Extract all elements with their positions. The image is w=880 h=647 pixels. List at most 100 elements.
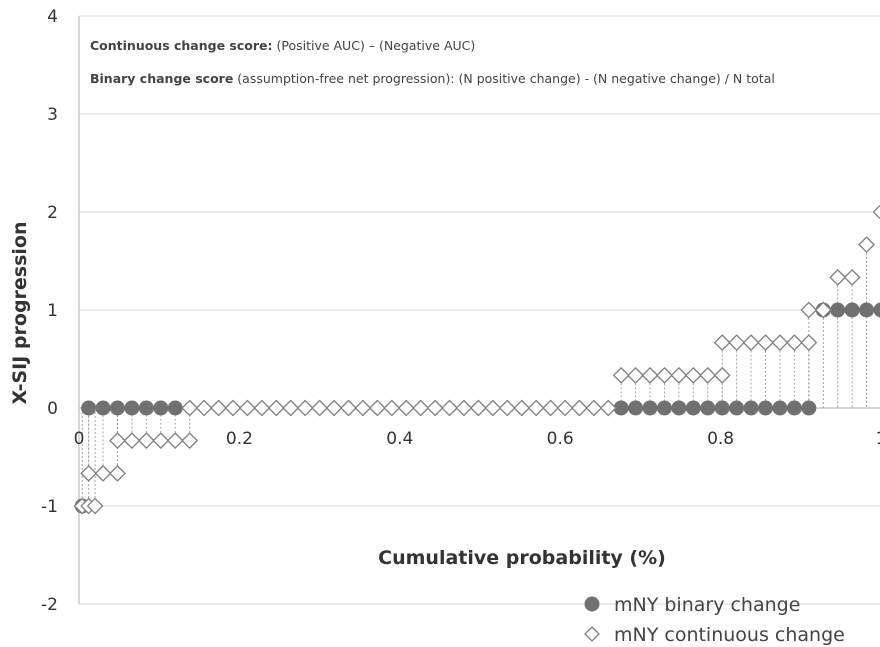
binary-change-point [656,400,672,416]
annotation-binary-bold: Binary change score [90,71,233,86]
continuous-change-point [210,399,227,417]
binary-change-point [729,400,745,416]
continuous-change-point [224,399,242,417]
binary-change-point [138,400,154,416]
continuous-change-point [325,399,343,417]
x-tick-label: 0 [74,429,85,449]
continuous-change-point [585,399,603,417]
continuous-change-point [843,268,861,286]
continuous-change-point [498,399,516,417]
binary-change-point [758,400,774,416]
legend-label-continuous: mNY continuous change [614,624,845,646]
continuous-change-point [412,399,430,417]
continuous-change-point [713,366,731,384]
continuous-change-point [641,366,659,384]
annotation-continuous: Continuous change score: (Positive AUC) … [90,38,475,53]
continuous-change-point [282,399,300,417]
annotation-binary-text: (assumption-free net progression): (N po… [233,71,775,86]
dashed-stems [81,244,868,506]
legend-diamond-marker [584,626,600,642]
continuous-change-point [684,366,702,384]
binary-change-point [801,400,817,416]
continuous-change-point [728,334,746,352]
continuous-change-point [368,399,386,417]
continuous-change-point [599,399,617,417]
continuous-change-point [513,399,531,417]
continuous-change-point [80,464,98,482]
binary-change-point [700,400,716,416]
binary-change-point [859,302,875,318]
continuous-change-point [814,301,832,319]
x-tick-label: 0.8 [707,429,734,449]
continuous-change-point [181,399,199,417]
continuous-change-point [771,334,789,352]
y-tick-label: 0 [47,399,58,419]
binary-change-point [844,302,860,318]
tick-labels: -2 -1 0 1 2 3 4 0 0.2 0.4 0.6 0.8 1 [41,7,880,615]
legend: mNY binary change mNY continuous change [584,594,845,646]
binary-change-point [95,400,111,416]
continuous-change-point [383,399,401,417]
annotation-binary: Binary change score (assumption-free net… [90,71,775,86]
binary-change-point [786,400,802,416]
continuous-change-point [397,399,415,417]
continuous-change-point [354,399,372,417]
continuous-change-point [340,399,357,417]
binary-change-point [873,302,880,318]
continuous-change-point [137,432,155,450]
continuous-change-point [296,399,314,417]
continuous-change-point [742,334,760,352]
continuous-change-point [757,334,774,352]
y-tick-label: 2 [47,203,58,223]
legend-label-binary: mNY binary change [614,594,800,616]
binary-change-point [628,400,644,416]
binary-change-point [830,302,846,318]
continuous-change-point [527,399,545,417]
continuous-change-point [612,366,630,384]
continuous-change-point [109,432,126,450]
continuous-change-point [785,334,803,352]
y-tick-label: -1 [41,497,58,517]
continuous-change-point [181,432,199,450]
continuous-change-point [542,399,559,417]
continuous-change-point [426,399,444,417]
binary-change-point [685,400,701,416]
continuous-change-point [829,268,847,286]
continuous-change-point [872,204,880,220]
continuous-change-point [86,497,104,515]
continuous-change-point [441,399,458,417]
binary-change-point [642,400,658,416]
continuous-change-point [858,236,875,254]
continuous-change-point [267,399,285,417]
binary-change-point [772,400,788,416]
continuous-change-point [94,464,112,482]
continuous-change-point [123,432,141,450]
x-axis-title: Cumulative probability (%) [378,547,666,569]
continuous-change-point [699,366,717,384]
continuous-change-point [239,399,256,417]
binary-change-point [124,400,140,416]
annotation-continuous-bold: Continuous change score: [90,38,273,53]
binary-change-point [153,400,169,416]
binary-change-point [167,400,183,416]
gridlines [79,15,880,605]
continuous-change-point [800,334,818,352]
y-tick-label: 3 [47,105,58,125]
binary-change-point [743,400,759,416]
annotation-continuous-text: (Positive AUC) – (Negative AUC) [273,38,476,53]
continuous-change-point [455,399,473,417]
continuous-change-point [571,399,588,417]
binary-change-point [81,400,97,416]
continuous-change-point [152,432,170,450]
binary-change-point [613,400,629,416]
continuous-change-point [195,399,213,417]
continuous-change-point [556,399,574,417]
continuous-change-point [713,334,731,352]
y-axis-title: X-SIJ progression [9,221,31,404]
continuous-change-point [656,366,673,384]
continuous-change-point [253,399,271,417]
y-tick-label: -2 [41,595,58,615]
binary-change-point [671,400,687,416]
binary-change-point [109,400,125,416]
